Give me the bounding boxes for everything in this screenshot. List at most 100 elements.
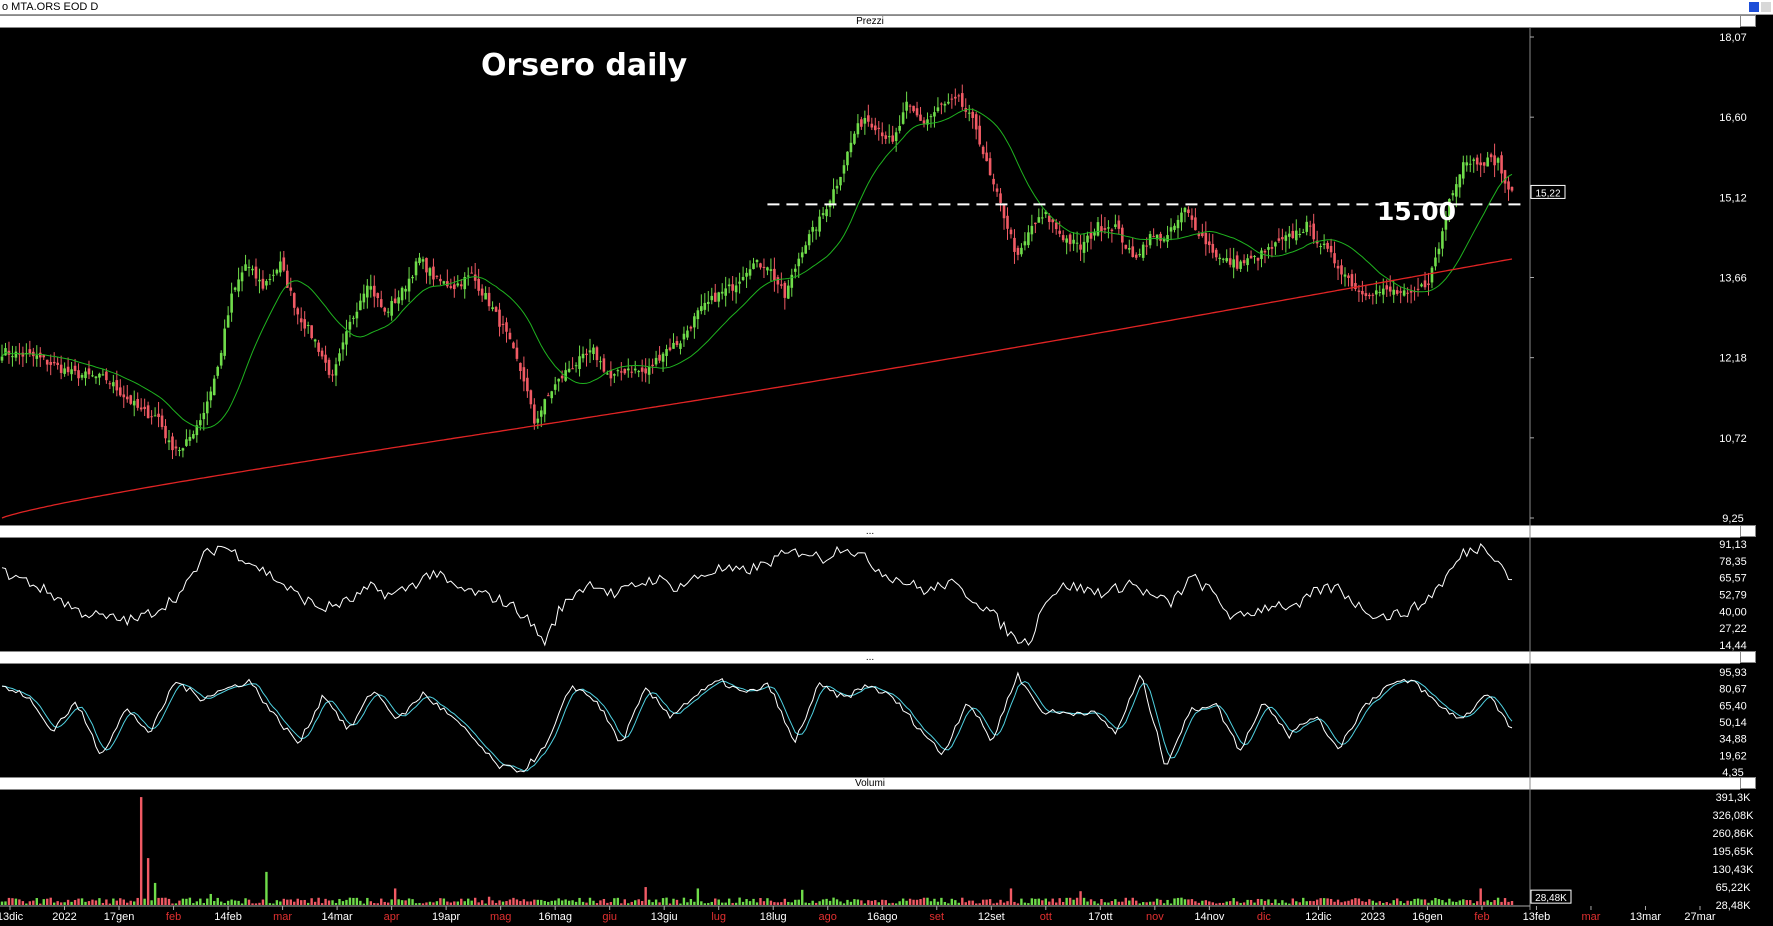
volume-bar <box>1507 901 1510 905</box>
volume-bar <box>971 900 974 905</box>
candle-body <box>508 332 512 340</box>
volume-bar <box>87 901 91 905</box>
candle-body <box>1336 265 1340 269</box>
candle-body <box>376 293 380 299</box>
volume-bar <box>306 902 310 905</box>
candle-body <box>195 425 199 436</box>
candle-body <box>846 151 849 166</box>
candle-body <box>63 368 66 374</box>
volume-bar <box>303 899 306 905</box>
candle-body <box>212 378 216 396</box>
candle-body <box>588 350 592 353</box>
candle-body <box>960 93 964 107</box>
volume-bar <box>1277 903 1281 905</box>
volume-bar <box>1333 901 1336 905</box>
volume-bar <box>1465 900 1468 905</box>
candle-body <box>1201 232 1204 237</box>
volume-bar <box>919 899 922 905</box>
x-tick-label: 13mar <box>1630 911 1662 923</box>
candle-body <box>463 277 467 290</box>
candle-body <box>553 384 557 390</box>
candle-body <box>254 266 258 279</box>
volume-bar <box>1354 898 1357 905</box>
volume-bar <box>70 901 73 905</box>
candle-body <box>181 448 185 451</box>
volume-bar <box>439 898 442 905</box>
volume-bar <box>1378 901 1381 905</box>
candle-body <box>1479 162 1482 166</box>
x-tick-label: 18lug <box>760 911 787 923</box>
candle-body <box>1103 228 1107 230</box>
candle-body <box>261 278 265 289</box>
candle-body <box>49 362 53 365</box>
candle-body <box>626 368 630 371</box>
candle-body <box>620 371 623 373</box>
volume-bar <box>460 898 463 905</box>
volume-bar <box>734 902 738 905</box>
candle-body <box>167 440 171 443</box>
candle-body <box>439 278 442 282</box>
volume-bar <box>1482 901 1486 905</box>
candle-body <box>891 135 894 142</box>
candle-body <box>456 283 460 286</box>
candle-body <box>369 286 373 290</box>
window-close-icon[interactable] <box>1761 2 1771 12</box>
volume-bar <box>268 903 272 905</box>
x-tick-label: 2023 <box>1361 911 1385 923</box>
volume-bar <box>1155 898 1159 905</box>
candle-body <box>258 279 261 282</box>
x-tick-label: 13dic <box>0 911 24 923</box>
candle-body <box>359 300 362 311</box>
volume-bar <box>237 900 240 905</box>
volume-bar <box>355 897 359 905</box>
candle-body <box>529 390 533 405</box>
volume-bar <box>456 901 459 905</box>
candle-body <box>178 449 181 451</box>
volume-bar <box>595 903 599 905</box>
volume-bar <box>66 899 70 905</box>
volume-bar <box>769 900 773 905</box>
volume-bar <box>487 896 491 905</box>
volume-bar <box>849 901 853 905</box>
candle-body <box>185 439 188 446</box>
volume-bar <box>136 897 139 905</box>
volume-bar <box>543 901 546 905</box>
candle-body <box>734 285 738 293</box>
candle-body <box>299 318 303 323</box>
volume-bar <box>1114 899 1117 905</box>
volume-bar <box>1434 897 1437 905</box>
candle-body <box>230 293 233 313</box>
candle-body <box>265 281 268 286</box>
candle-body <box>539 410 543 417</box>
volume-bar <box>296 898 299 905</box>
volume-bar <box>1510 900 1514 905</box>
candle-body <box>637 371 641 373</box>
candle-body <box>512 342 515 349</box>
volume-bar <box>647 899 651 905</box>
rsi-scroll-icon[interactable] <box>1740 525 1756 537</box>
volume-bar <box>644 887 647 905</box>
candle-body <box>835 185 839 189</box>
volume-bar <box>1055 902 1058 905</box>
price-scroll-up-icon[interactable] <box>1740 15 1756 27</box>
volume-bar <box>627 903 630 905</box>
stoch-pane-header: ... <box>0 651 1740 664</box>
volume-bar <box>1135 900 1138 905</box>
candle-body <box>578 356 581 370</box>
volume-bar <box>529 901 533 905</box>
volume-bar <box>839 901 842 905</box>
volume-bar <box>341 901 345 905</box>
candle-body <box>1409 290 1413 293</box>
volume-bar <box>1086 901 1089 905</box>
stoch-scroll-icon[interactable] <box>1740 651 1756 663</box>
volume-bar <box>1361 901 1364 905</box>
window-restore-icon[interactable] <box>1749 2 1759 12</box>
candle-body <box>926 119 929 125</box>
volume-scroll-icon[interactable] <box>1740 777 1756 789</box>
volume-bar <box>578 897 581 905</box>
candle-body <box>599 361 602 363</box>
volume-bar <box>251 903 254 905</box>
volume-bar <box>1235 901 1239 905</box>
volume-bar <box>727 898 731 905</box>
candle-body <box>700 306 703 312</box>
